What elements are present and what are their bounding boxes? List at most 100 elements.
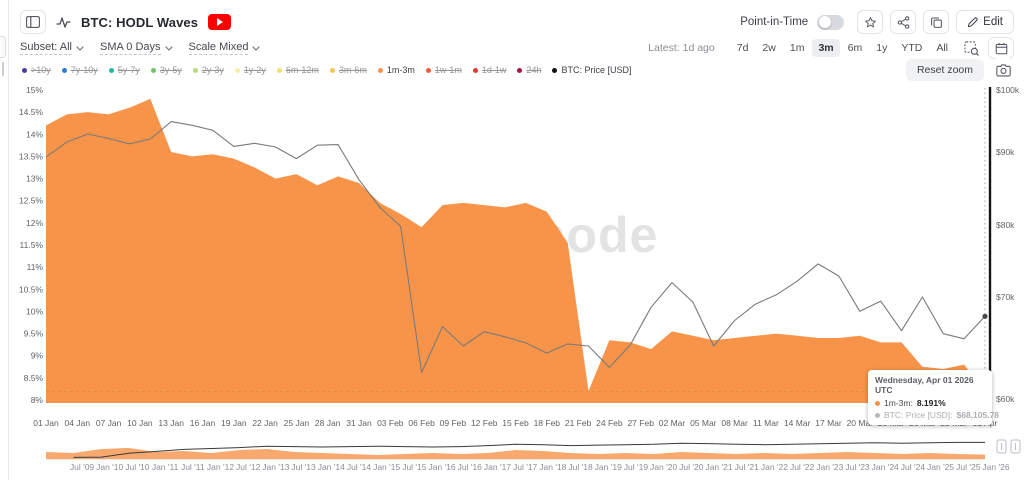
navigator-tick-label: Jan '26 bbox=[982, 462, 1009, 472]
legend-dot bbox=[517, 67, 523, 73]
navigator-tick-label: Jul '12 bbox=[236, 462, 261, 472]
navigator-hodl-area bbox=[46, 448, 985, 459]
legend-item-5y-7y[interactable]: 5y-7y bbox=[108, 65, 140, 75]
legend-label: 1d-1w bbox=[481, 65, 507, 75]
legend-dot bbox=[329, 67, 335, 73]
range-selector: 7d 2w 1m 3m 6m 1y YTD All bbox=[731, 39, 954, 57]
favorite-star-button[interactable] bbox=[857, 10, 884, 34]
y-left-tick-label: 9% bbox=[31, 351, 44, 361]
chart-header: BTC: HODL Waves Point-in-Time Edit bbox=[20, 8, 1014, 36]
legend-item-1m-3m[interactable]: 1m-3m bbox=[377, 65, 415, 75]
reset-zoom-button[interactable]: Reset zoom bbox=[905, 59, 984, 81]
navigator-tick-label: Jul '17 bbox=[513, 462, 538, 472]
legend-item-3m-6m[interactable]: 3m-6m bbox=[329, 65, 367, 75]
chevron-shape bbox=[252, 45, 261, 51]
x-axis-tick-label: 09 Feb bbox=[440, 418, 467, 428]
legend-item-24h[interactable]: 24h bbox=[517, 65, 541, 75]
y-left-tick-label: 8% bbox=[31, 395, 44, 405]
dropdown-sma-0-days[interactable]: SMA 0 Days bbox=[99, 41, 173, 55]
navigator-tick-label: Jul '14 bbox=[347, 462, 372, 472]
x-axis-tick-label: 15 Feb bbox=[502, 418, 529, 428]
legend-item-btc-price-usd-[interactable]: BTC: Price [USD] bbox=[552, 65, 631, 75]
edit-button[interactable]: Edit bbox=[956, 10, 1014, 34]
legend-label: 1w-1m bbox=[434, 65, 462, 75]
x-axis-tick-label: 31 Jan bbox=[346, 418, 372, 428]
legend-label: >10y bbox=[31, 65, 51, 75]
play-icon bbox=[216, 18, 223, 26]
calendar-button[interactable] bbox=[988, 37, 1014, 59]
y-left-tick-label: 14% bbox=[26, 129, 43, 139]
y-left-tick-label: 11.5% bbox=[20, 240, 44, 250]
legend-item--10y[interactable]: >10y bbox=[22, 65, 51, 75]
navigator-tick-label: Jul '13 bbox=[291, 462, 316, 472]
navigator-tick-label: Jul '16 bbox=[458, 462, 483, 472]
legend-dot bbox=[425, 67, 431, 73]
range-button-2w[interactable]: 2w bbox=[762, 42, 776, 54]
navigator-tick-label: Jan '12 bbox=[207, 462, 234, 472]
legend-item-1y-2y[interactable]: 1y-2y bbox=[234, 65, 266, 75]
x-axis-tick-label: 03 Feb bbox=[377, 418, 404, 428]
edit-button-label: Edit bbox=[983, 16, 1003, 28]
y-left-tick-label: 12% bbox=[26, 218, 43, 228]
navigator-tick-label: Jul '25 bbox=[956, 462, 981, 472]
share-button[interactable] bbox=[890, 10, 917, 34]
y-left-tick-label: 8.5% bbox=[24, 373, 44, 383]
legend-item-6m-12m[interactable]: 6m-12m bbox=[276, 65, 319, 75]
tooltip-series-value: 8.191% bbox=[916, 398, 946, 408]
legend-label: 3y-5y bbox=[159, 65, 182, 75]
chart-tooltip: Wednesday, Apr 01 2026 UTC 1m-3m: 8.191%… bbox=[868, 370, 999, 425]
x-axis-tick-label: 18 Feb bbox=[534, 418, 561, 428]
legend-label: 3m-6m bbox=[338, 65, 367, 75]
y-left-tick-label: 13% bbox=[26, 174, 43, 184]
range-button-7d[interactable]: 7d bbox=[736, 42, 749, 54]
navigator-tick-label: Jan '13 bbox=[262, 462, 289, 472]
y-right-tick-label: $100k bbox=[996, 85, 1020, 95]
legend-item-3y-5y[interactable]: 3y-5y bbox=[150, 65, 182, 75]
range-button-6m[interactable]: 6m bbox=[847, 42, 863, 54]
dropdown-subset-all[interactable]: Subset: All bbox=[20, 41, 84, 55]
sidebar-fragment bbox=[0, 36, 6, 58]
legend-item-1w-1m[interactable]: 1w-1m bbox=[425, 65, 462, 75]
legend-item-2y-3y[interactable]: 2y-3y bbox=[192, 65, 224, 75]
copy-button[interactable] bbox=[923, 10, 950, 34]
legend-label: 1m-3m bbox=[386, 65, 415, 75]
range-button-ytd[interactable]: YTD bbox=[901, 42, 923, 54]
legend-dot bbox=[472, 67, 478, 73]
zoom-selection-button[interactable] bbox=[960, 36, 982, 60]
tooltip-row: 1m-3m: 8.191% bbox=[875, 398, 985, 408]
point-in-time-toggle[interactable] bbox=[817, 14, 845, 30]
navigator-handle-right[interactable] bbox=[1010, 439, 1021, 454]
chevron-down-icon bbox=[252, 45, 261, 51]
range-button-1m[interactable]: 1m bbox=[789, 42, 805, 54]
legend-label: 6m-12m bbox=[285, 65, 319, 75]
pencil-icon bbox=[968, 16, 978, 27]
y-left-tick-label: 14.5% bbox=[19, 107, 44, 117]
panel-toggle-button[interactable] bbox=[20, 10, 46, 34]
navigator-tick-label: Jan '14 bbox=[318, 462, 345, 472]
youtube-icon[interactable] bbox=[208, 14, 232, 30]
latest-label: Latest: 1d ago bbox=[648, 42, 715, 54]
chart-toolbar: Subset: All SMA 0 Days Scale Mixed Latest:… bbox=[20, 36, 1014, 60]
collapsed-sidebar-edge bbox=[0, 0, 9, 480]
x-axis-tick-label: 22 Jan bbox=[252, 418, 278, 428]
x-axis-tick-label: 16 Jan bbox=[190, 418, 216, 428]
screenshot-button[interactable] bbox=[992, 58, 1014, 82]
star-icon bbox=[864, 16, 876, 27]
legend-label: 7y-10y bbox=[70, 65, 98, 75]
chart-toolbar-right: Latest: 1d ago 7d 2w 1m 3m 6m 1y YTD All bbox=[648, 36, 1014, 60]
sidebar-scrollbar-fragment bbox=[2, 62, 4, 76]
range-button-all[interactable]: All bbox=[936, 42, 948, 54]
range-button-1y[interactable]: 1y bbox=[876, 42, 888, 54]
range-button-3m[interactable]: 3m bbox=[812, 39, 840, 57]
legend-item-7y-10y[interactable]: 7y-10y bbox=[61, 65, 98, 75]
x-axis-tick-label: 13 Jan bbox=[158, 418, 184, 428]
navigator-tick-label: Jan '23 bbox=[816, 462, 843, 472]
legend-item-1d-1w[interactable]: 1d-1w bbox=[472, 65, 507, 75]
dropdown-scale-mixed[interactable]: Scale Mixed bbox=[188, 41, 261, 55]
legend-label: 5y-7y bbox=[117, 65, 140, 75]
navigator-handle-left[interactable] bbox=[996, 439, 1007, 454]
y-right-tick-label: $70k bbox=[996, 292, 1015, 302]
panel-left-icon bbox=[26, 16, 40, 28]
chart-header-left: BTC: HODL Waves bbox=[20, 10, 232, 34]
